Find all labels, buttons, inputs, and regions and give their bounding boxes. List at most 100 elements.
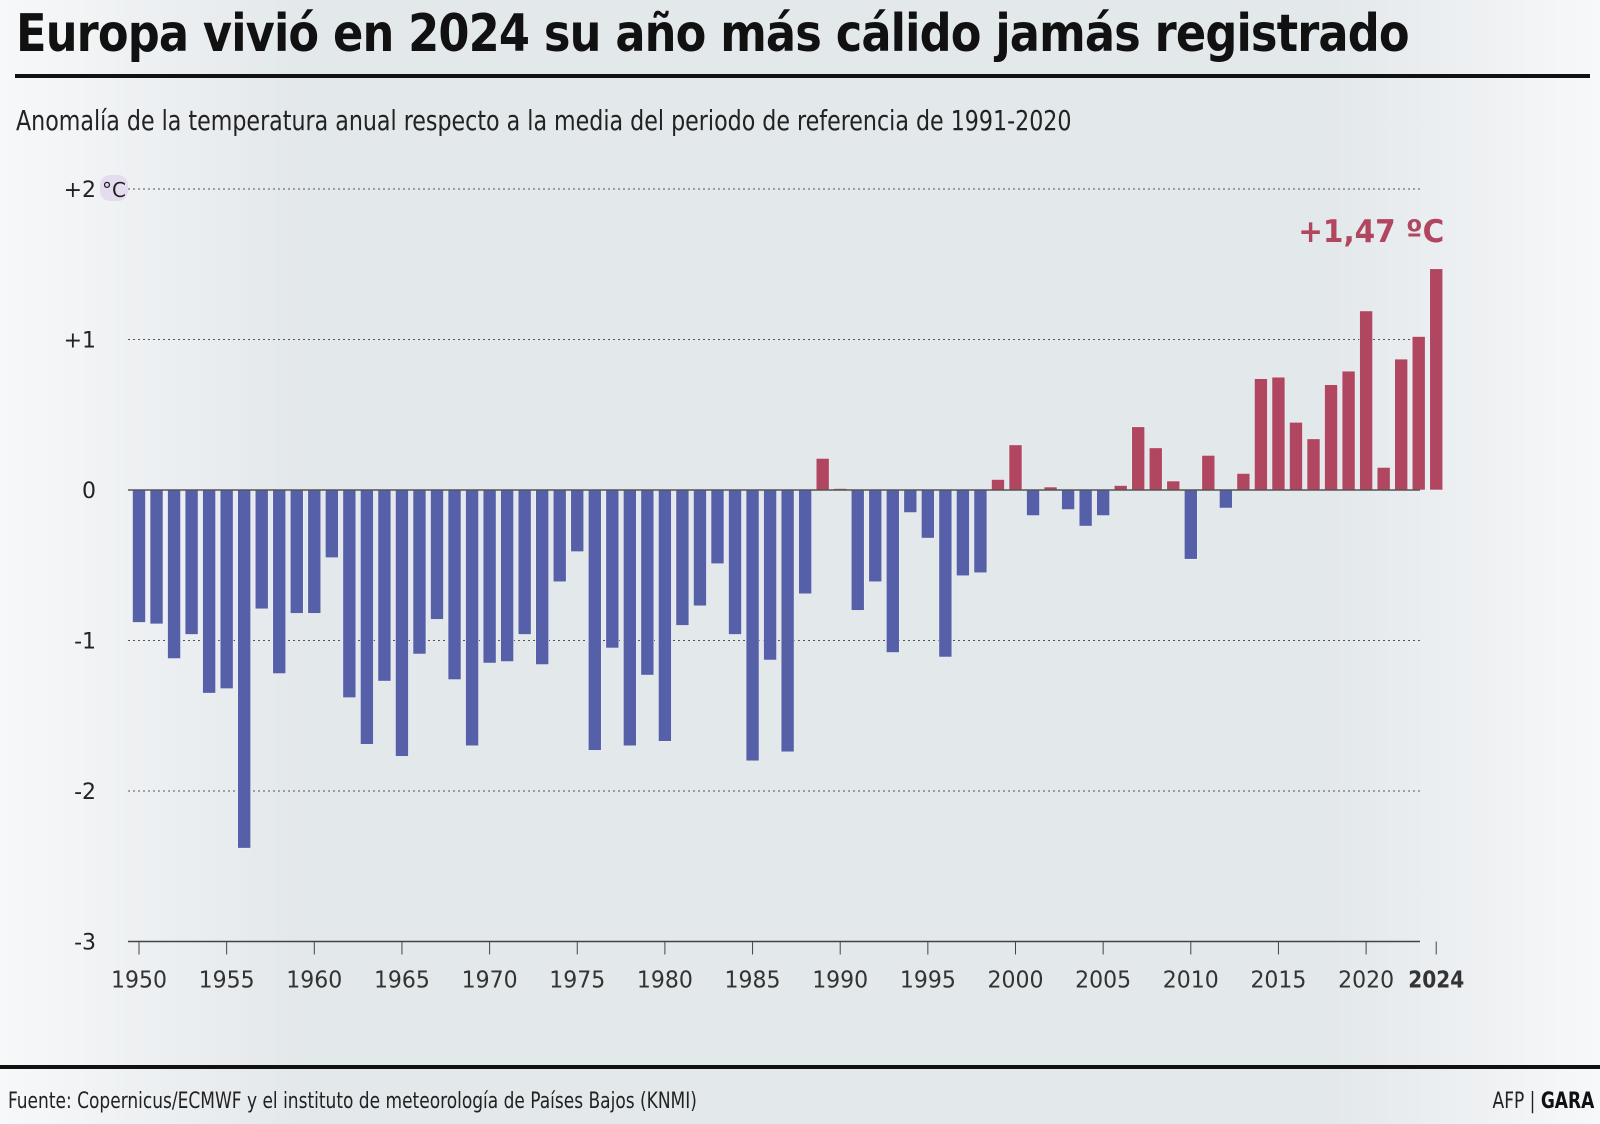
- bar-1988: [798, 489, 812, 595]
- bar-1991: [850, 489, 865, 611]
- bar-2022: [1394, 358, 1408, 491]
- unit-badge: [100, 175, 128, 201]
- title-divider: [15, 74, 1590, 78]
- bar-1967: [430, 489, 444, 620]
- bar-1994: [903, 489, 918, 513]
- bar-1984: [728, 489, 742, 635]
- bar-1954: [202, 489, 216, 694]
- x-tick-label: 2010: [1163, 968, 1219, 994]
- y-tick-label: -3: [74, 931, 96, 956]
- bar-1956: [237, 489, 251, 849]
- bar-1978: [623, 489, 637, 747]
- bar-1960: [307, 489, 322, 614]
- bar-1981: [675, 489, 690, 626]
- bar-2011: [1201, 455, 1216, 491]
- bar-1986: [763, 489, 777, 661]
- source-note: Fuente: Copernicus/ECMWF y el instituto …: [8, 1089, 697, 1114]
- bar-1996: [938, 489, 953, 658]
- x-tick-label: 2020: [1338, 968, 1394, 994]
- bar-2018: [1324, 384, 1338, 491]
- y-tick-label: -1: [74, 630, 96, 655]
- bar-1959: [289, 489, 304, 614]
- x-tick-label: 2015: [1250, 968, 1306, 994]
- bar-2001: [1026, 489, 1040, 516]
- bar-2016: [1289, 421, 1303, 491]
- x-tick-label: 1970: [462, 968, 518, 994]
- bar-1951: [149, 489, 164, 625]
- bar-1992: [868, 489, 883, 583]
- bar-1983: [710, 489, 725, 565]
- bar-2024: [1429, 268, 1444, 491]
- chart-subtitle: Anomalía de la temperatura anual respect…: [16, 104, 1072, 137]
- bar-1980: [658, 489, 672, 742]
- bar-1965: [395, 489, 409, 757]
- bar-2014: [1254, 378, 1268, 491]
- x-tick-label: 1985: [725, 968, 781, 994]
- y-tick-label: -2: [74, 780, 96, 805]
- y-axis-labels: +2 °C +1 0 -1 -2 -3: [64, 175, 128, 956]
- bar-1968: [447, 489, 462, 680]
- bar-1998: [973, 489, 988, 574]
- bar-1969: [465, 489, 479, 747]
- bar-1979: [640, 489, 655, 676]
- bar-1963: [360, 489, 374, 745]
- credit: AFP | GARA: [1492, 1089, 1594, 1114]
- credit-separator: |: [1529, 1089, 1536, 1114]
- bar-2009: [1166, 480, 1181, 491]
- bar-1975: [570, 489, 585, 553]
- bar-1950: [132, 489, 146, 623]
- x-tick-label: 1950: [111, 968, 167, 994]
- x-tick-label: 1990: [812, 968, 868, 994]
- bar-1999: [991, 479, 1005, 491]
- bar-1952: [167, 489, 181, 659]
- bar-2008: [1148, 447, 1163, 491]
- page-title: Europa vivió en 2024 su año más cálido j…: [16, 4, 1410, 64]
- highlight-value-label: +1,47 ºC: [1298, 214, 1444, 250]
- x-tick-label: 2005: [1075, 968, 1131, 994]
- bar-1964: [377, 489, 392, 682]
- y-unit-label: °C: [102, 178, 126, 202]
- bar-1987: [780, 489, 795, 753]
- bar-1985: [745, 489, 760, 762]
- x-tick-label: 1965: [374, 968, 430, 994]
- x-tick-label: 2024: [1408, 968, 1464, 994]
- bar-2013: [1236, 473, 1251, 491]
- bar-1974: [552, 489, 567, 583]
- bar-1973: [535, 489, 549, 665]
- bar-2017: [1306, 438, 1321, 491]
- bar-2021: [1376, 467, 1391, 491]
- x-tick-label: 1995: [900, 968, 956, 994]
- bar-chart: +2 °C+10-1-2-3 1950 1955 1960 1965 1970 1975 19…: [64, 175, 1464, 994]
- bar-2020: [1359, 310, 1373, 491]
- bar-1976: [587, 489, 602, 751]
- x-tick-label: 1975: [549, 968, 605, 994]
- bar-2012: [1219, 489, 1233, 509]
- bar-2005: [1096, 489, 1110, 516]
- footer-divider: [0, 1065, 1600, 1069]
- y-tick-label: +1: [64, 329, 96, 354]
- bar-2019: [1341, 370, 1356, 491]
- bar-1989: [815, 458, 830, 491]
- bar-2010: [1184, 489, 1198, 560]
- bar-1970: [482, 489, 497, 664]
- bar-1971: [500, 489, 514, 662]
- bar-1961: [325, 489, 339, 559]
- bar-1972: [517, 489, 532, 635]
- bar-2000: [1008, 444, 1023, 491]
- bar-2015: [1271, 376, 1286, 491]
- bar-1962: [342, 489, 357, 698]
- bar-2023: [1411, 336, 1426, 491]
- x-tick-label: 1955: [199, 968, 255, 994]
- bar-1993: [885, 489, 900, 653]
- bar-1957: [254, 489, 269, 610]
- bar-1966: [412, 489, 427, 655]
- x-tick-label: 2000: [988, 968, 1044, 994]
- bar-1955: [219, 489, 234, 689]
- credit-outlet: GARA: [1540, 1089, 1594, 1114]
- x-tick-label: 1960: [286, 968, 342, 994]
- annotations: +1,47 ºC: [1298, 214, 1444, 250]
- bar-1977: [605, 489, 620, 649]
- bar-1982: [693, 489, 707, 607]
- bar-1958: [272, 489, 287, 674]
- bar-2004: [1078, 489, 1093, 527]
